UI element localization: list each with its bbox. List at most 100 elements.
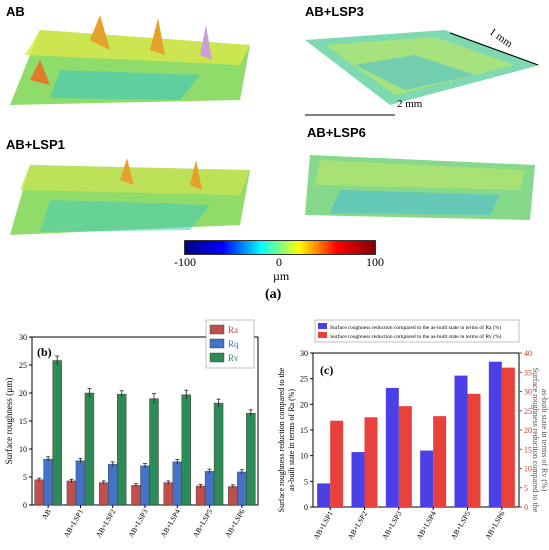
panel-label-ab-lsp6: AB+LSP6	[307, 125, 366, 140]
y-left-tick-label: 10	[300, 452, 308, 461]
x-tick-label: AB+LSP6	[483, 509, 507, 541]
bar-rv	[398, 406, 412, 507]
legend-swatch-rv	[209, 352, 225, 363]
legend-swatch-ra	[209, 324, 225, 335]
bar-ra	[317, 483, 331, 507]
colorbar-tick-min: -100	[174, 255, 196, 269]
bar-ra	[228, 486, 238, 506]
surface-ab-lsp6	[305, 155, 535, 220]
bar-rq	[204, 471, 215, 506]
y-right-axis-label-1: Surface roughness reduction compared to …	[531, 368, 540, 513]
bar-rq	[140, 465, 150, 506]
bar-ra	[163, 482, 173, 506]
topography-figure: AB AB+LSP3 1 mm 2 mm AB+LSP1 AB+LSP6 -10…	[6, 4, 540, 302]
y-tick-label: 5	[23, 473, 27, 482]
dimension-2mm: 2 mm	[397, 98, 423, 110]
y-left-tick-label: 0	[304, 503, 308, 512]
bar-rv	[467, 393, 481, 507]
bar-rv	[364, 417, 378, 507]
panel-label-c: (c)	[320, 363, 333, 377]
surface-ab-lsp3	[305, 30, 540, 116]
y-left-tick-label: 30	[300, 349, 308, 358]
bar-ra	[34, 479, 44, 506]
chart-b: 0 5 10 15 20 25 30 Surface roughness (µm) (b) AB A…	[4, 319, 259, 539]
panel-label-ab-lsp1: AB+LSP1	[6, 137, 65, 152]
legend-label-ra: Surface roughness reduction compared to …	[330, 324, 501, 331]
legend-box	[314, 319, 520, 343]
x-tick-label: AB+LSP2	[346, 509, 370, 541]
bar-rv	[330, 420, 344, 507]
x-tick-label: AB+LSP4	[414, 509, 438, 541]
bar-rv	[52, 360, 62, 506]
panel-label-ab: AB	[6, 4, 25, 19]
y-right-tick-label: 0	[524, 503, 528, 512]
bar-rq	[75, 460, 86, 506]
panel-label-b: (b)	[37, 345, 52, 359]
bar-ra	[195, 485, 206, 506]
x-tick-label: AB	[40, 508, 53, 522]
bar-rv	[181, 394, 191, 506]
bar-ra	[385, 387, 399, 507]
y-right-tick-label: 5	[524, 484, 528, 493]
x-tick-label: AB+LSP5	[449, 509, 473, 541]
y-tick-label: 0	[23, 501, 27, 510]
bar-rv	[501, 367, 515, 507]
bar-rv	[213, 402, 224, 506]
bar-rv	[149, 398, 159, 506]
bar-ra	[351, 452, 365, 507]
y-right-axis-label-2: as-built state in terms of Rv (%)	[540, 389, 549, 492]
bar-rv	[433, 416, 447, 507]
bar-rv	[84, 392, 95, 506]
y-left-tick-label: 25	[300, 375, 308, 384]
panel-label-ab-lsp3: AB+LSP3	[305, 4, 364, 19]
x-tick-label: AB+LSP3	[126, 507, 150, 539]
y-left-axis-label-2: as-built state in terms of Ra (%)	[287, 389, 296, 492]
y-left-axis-label-1: Surface roughness reduction compared to …	[277, 367, 286, 512]
x-tick-label: AB+LSP2	[94, 507, 118, 539]
x-tick-label: AB+LSP3	[380, 509, 404, 541]
x-tick-label: AB+LSP1	[311, 509, 335, 541]
surface-ab	[10, 15, 250, 105]
chart-c: 0 5 10 15 20 25 30 0 5 10 15 20 25 30 35 40 Surface roug…	[277, 319, 549, 541]
legend-swatch-ra	[318, 323, 327, 329]
y-right-tick-label: 25	[524, 407, 532, 416]
y-right-tick-label: 40	[524, 349, 532, 358]
bar-ra	[131, 485, 141, 506]
bar-rv	[246, 412, 256, 506]
legend-label-rv: Surface roughness reduction compared to …	[330, 333, 502, 340]
bar-ra	[454, 375, 468, 507]
colorbar-tick-zero: 0	[276, 255, 282, 269]
y-right-tick-label: 15	[524, 445, 532, 454]
legend-label-rv: Rv	[228, 353, 239, 363]
figure-label-a: (a)	[265, 287, 282, 302]
x-tick-label: AB+LSP4	[159, 507, 183, 539]
colorbar-unit: µm	[273, 269, 290, 283]
y-right-tick-label: 20	[524, 426, 532, 435]
bar-rv	[117, 393, 127, 506]
y-tick-label: 30	[19, 333, 27, 342]
x-tick-label: AB+LSP1	[62, 507, 86, 539]
surface-ab-lsp1	[10, 158, 250, 235]
bar-rq	[237, 471, 247, 506]
legend-swatch-rq	[209, 338, 225, 349]
y-left-tick-label: 20	[300, 400, 308, 409]
bar-ra	[66, 480, 77, 506]
y-left-tick-label: 5	[304, 477, 308, 486]
plot-frame	[312, 352, 520, 508]
colorbar	[184, 240, 376, 255]
y-right-tick-label: 35	[524, 368, 532, 377]
bar-ra	[488, 361, 502, 507]
y-right-tick-label: 30	[524, 388, 532, 397]
bar-rq	[43, 458, 53, 506]
bar-rq	[108, 463, 118, 506]
legend-label-ra: Ra	[228, 325, 238, 335]
y-tick-label: 25	[19, 361, 27, 370]
x-tick-label: AB+LSP6	[223, 507, 247, 539]
x-tick-label: AB+LSP5	[191, 507, 215, 539]
y-tick-label: 10	[19, 445, 27, 454]
y-right-tick-label: 10	[524, 465, 532, 474]
legend-label-rq: Rq	[228, 339, 239, 349]
y-left-tick-label: 15	[300, 426, 308, 435]
colorbar-tick-max: 100	[366, 255, 384, 269]
bar-ra	[99, 482, 109, 506]
